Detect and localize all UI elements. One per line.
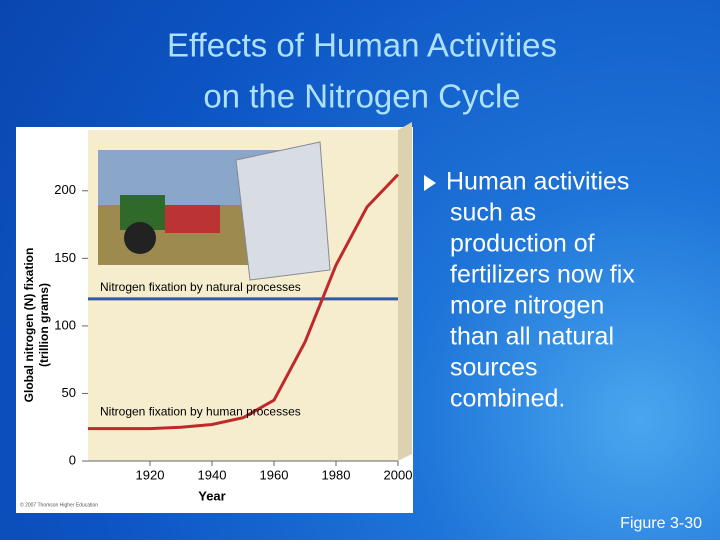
bullet-line: combined.: [450, 385, 565, 413]
bullet-line: sources: [450, 354, 538, 382]
bullet-line: production of: [450, 230, 595, 258]
y-tick-label: 200: [54, 182, 76, 197]
tractor-wheel: [124, 222, 156, 254]
bullet-arrow: [424, 175, 436, 191]
figure-label: Figure 3-30: [620, 515, 702, 532]
y-axis-label: (trillion grams): [37, 283, 51, 367]
y-tick-label: 100: [54, 317, 76, 332]
spreader: [165, 205, 220, 233]
y-tick-label: 150: [54, 250, 76, 265]
bullet-line: more nitrogen: [450, 292, 604, 320]
title-line: on the Nitrogen Cycle: [203, 78, 520, 115]
x-axis-label: Year: [198, 488, 225, 503]
y-axis-label: Global nitrogen (N) fixation: [22, 248, 36, 403]
bullet-line: fertilizers now fix: [450, 261, 635, 289]
bullet-line: such as: [450, 199, 536, 227]
title-line: Effects of Human Activities: [167, 27, 557, 64]
x-tick-label: 1980: [322, 467, 351, 482]
x-tick-label: 1920: [136, 467, 165, 482]
x-tick-label: 1960: [260, 467, 289, 482]
x-tick-label: 2000: [384, 467, 413, 482]
bullet-line: than all natural: [450, 323, 614, 351]
series-line: [88, 173, 400, 431]
series-label: Nitrogen fixation by human processes: [100, 405, 301, 419]
y-tick-label: 0: [69, 452, 76, 467]
copyright: © 2007 Thomson Higher Education: [20, 501, 98, 508]
x-tick-label: 1940: [198, 467, 227, 482]
series-label: Nitrogen fixation by natural processes: [100, 280, 301, 294]
bullet-line: Human activities: [446, 168, 629, 196]
y-tick-label: 50: [62, 385, 76, 400]
fertilizer-bag: [235, 141, 331, 281]
photo: [98, 141, 331, 281]
plot-side: [398, 122, 412, 461]
